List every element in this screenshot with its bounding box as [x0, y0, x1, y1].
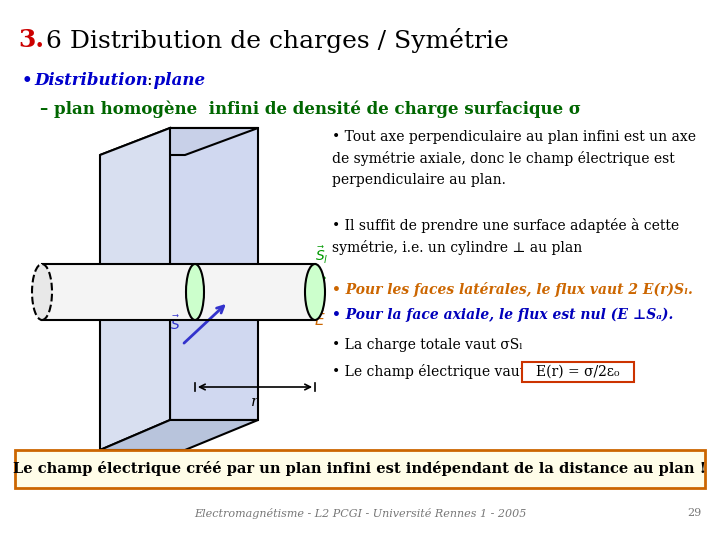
Text: $\vec{E}$: $\vec{E}$ — [314, 308, 326, 329]
Text: • Il suffit de prendre une surface adaptée à cette
symétrie, i.e. un cylindre ⊥ : • Il suffit de prendre une surface adapt… — [332, 218, 679, 255]
Text: :: : — [146, 72, 152, 89]
Text: E(r) = σ/2ε₀: E(r) = σ/2ε₀ — [536, 365, 620, 379]
Text: $\vec{S}$: $\vec{S}$ — [170, 314, 180, 333]
Text: • Pour la face axiale, le flux est nul (E ⊥Sₐ).: • Pour la face axiale, le flux est nul (… — [332, 308, 673, 322]
Text: Distribution plane: Distribution plane — [34, 72, 205, 89]
Text: $\vec{S}_l$: $\vec{S}_l$ — [315, 245, 328, 266]
Text: Le champ électrique créé par un plan infini est indépendant de la distance au pl: Le champ électrique créé par un plan inf… — [14, 462, 706, 476]
Text: Electromagnétisme - L2 PCGI - Université Rennes 1 - 2005: Electromagnétisme - L2 PCGI - Université… — [194, 508, 526, 519]
Ellipse shape — [32, 264, 52, 320]
Text: 6 Distribution de charges / Symétrie: 6 Distribution de charges / Symétrie — [46, 28, 509, 53]
Text: • Tout axe perpendiculaire au plan infini est un axe
de symétrie axiale, donc le: • Tout axe perpendiculaire au plan infin… — [332, 130, 696, 187]
Ellipse shape — [305, 264, 325, 320]
Polygon shape — [100, 128, 170, 450]
Polygon shape — [170, 128, 258, 420]
Polygon shape — [100, 420, 258, 450]
Text: •: • — [22, 72, 32, 89]
FancyBboxPatch shape — [522, 362, 634, 382]
Text: • La charge totale vaut σSₗ: • La charge totale vaut σSₗ — [332, 338, 523, 352]
Text: r: r — [251, 395, 258, 409]
FancyBboxPatch shape — [15, 450, 705, 488]
Ellipse shape — [186, 264, 204, 320]
Text: 29: 29 — [688, 508, 702, 518]
Text: – plan homogène  infini de densité de charge surfacique σ: – plan homogène infini de densité de cha… — [40, 100, 581, 118]
Polygon shape — [100, 128, 258, 155]
Text: • Le champ électrique vaut donc: • Le champ électrique vaut donc — [332, 364, 568, 379]
Text: 3.: 3. — [18, 28, 44, 52]
Text: • Pour les faces latérales, le flux vaut 2 E(r)Sₗ.: • Pour les faces latérales, le flux vaut… — [332, 282, 693, 297]
Bar — [42, 264, 315, 320]
